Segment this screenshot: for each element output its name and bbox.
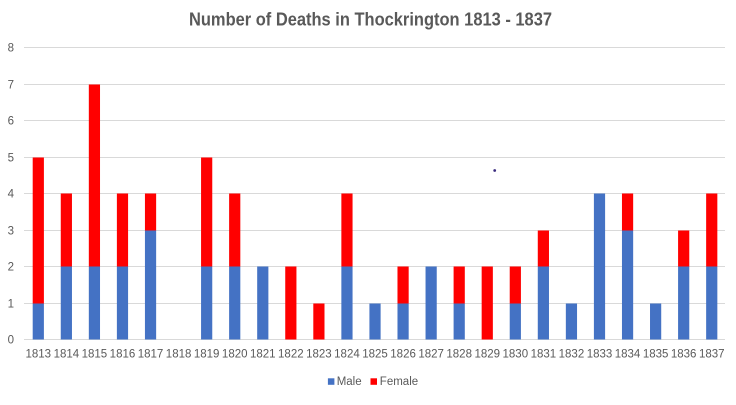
svg-text:1830: 1830 — [503, 349, 529, 361]
svg-text:4: 4 — [8, 189, 15, 201]
svg-text:1818: 1818 — [166, 349, 192, 361]
svg-text:1827: 1827 — [418, 349, 444, 361]
svg-text:0: 0 — [8, 335, 14, 347]
svg-text:1831: 1831 — [531, 349, 557, 361]
svg-text:5: 5 — [8, 153, 14, 165]
svg-text:1819: 1819 — [194, 349, 220, 361]
svg-text:1814: 1814 — [54, 349, 80, 361]
svg-text:1825: 1825 — [362, 349, 388, 361]
svg-text:1835: 1835 — [643, 349, 669, 361]
svg-text:1836: 1836 — [671, 349, 697, 361]
svg-text:Female: Female — [380, 376, 418, 388]
svg-text:1817: 1817 — [138, 349, 164, 361]
svg-text:1815: 1815 — [82, 349, 108, 361]
svg-text:6: 6 — [8, 116, 14, 128]
svg-text:1833: 1833 — [587, 349, 613, 361]
svg-text:Number of Deaths in Thockringt: Number of Deaths in Thockrington 1813 - … — [189, 8, 552, 29]
svg-text:3: 3 — [8, 226, 14, 238]
svg-text:8: 8 — [8, 43, 14, 55]
svg-text:2: 2 — [8, 262, 14, 274]
svg-text:1: 1 — [8, 299, 14, 311]
svg-text:1816: 1816 — [110, 349, 136, 361]
svg-text:1828: 1828 — [446, 349, 472, 361]
svg-text:7: 7 — [8, 80, 14, 92]
svg-text:1824: 1824 — [334, 349, 360, 361]
svg-text:1834: 1834 — [615, 349, 641, 361]
svg-text:Male: Male — [337, 376, 362, 388]
svg-text:1832: 1832 — [559, 349, 585, 361]
svg-text:1823: 1823 — [306, 349, 332, 361]
svg-text:1822: 1822 — [278, 349, 304, 361]
svg-text:1813: 1813 — [26, 349, 52, 361]
svg-text:1837: 1837 — [699, 349, 725, 361]
svg-text:1821: 1821 — [250, 349, 276, 361]
svg-text:1820: 1820 — [222, 349, 248, 361]
svg-text:1829: 1829 — [474, 349, 500, 361]
svg-text:1826: 1826 — [390, 349, 416, 361]
